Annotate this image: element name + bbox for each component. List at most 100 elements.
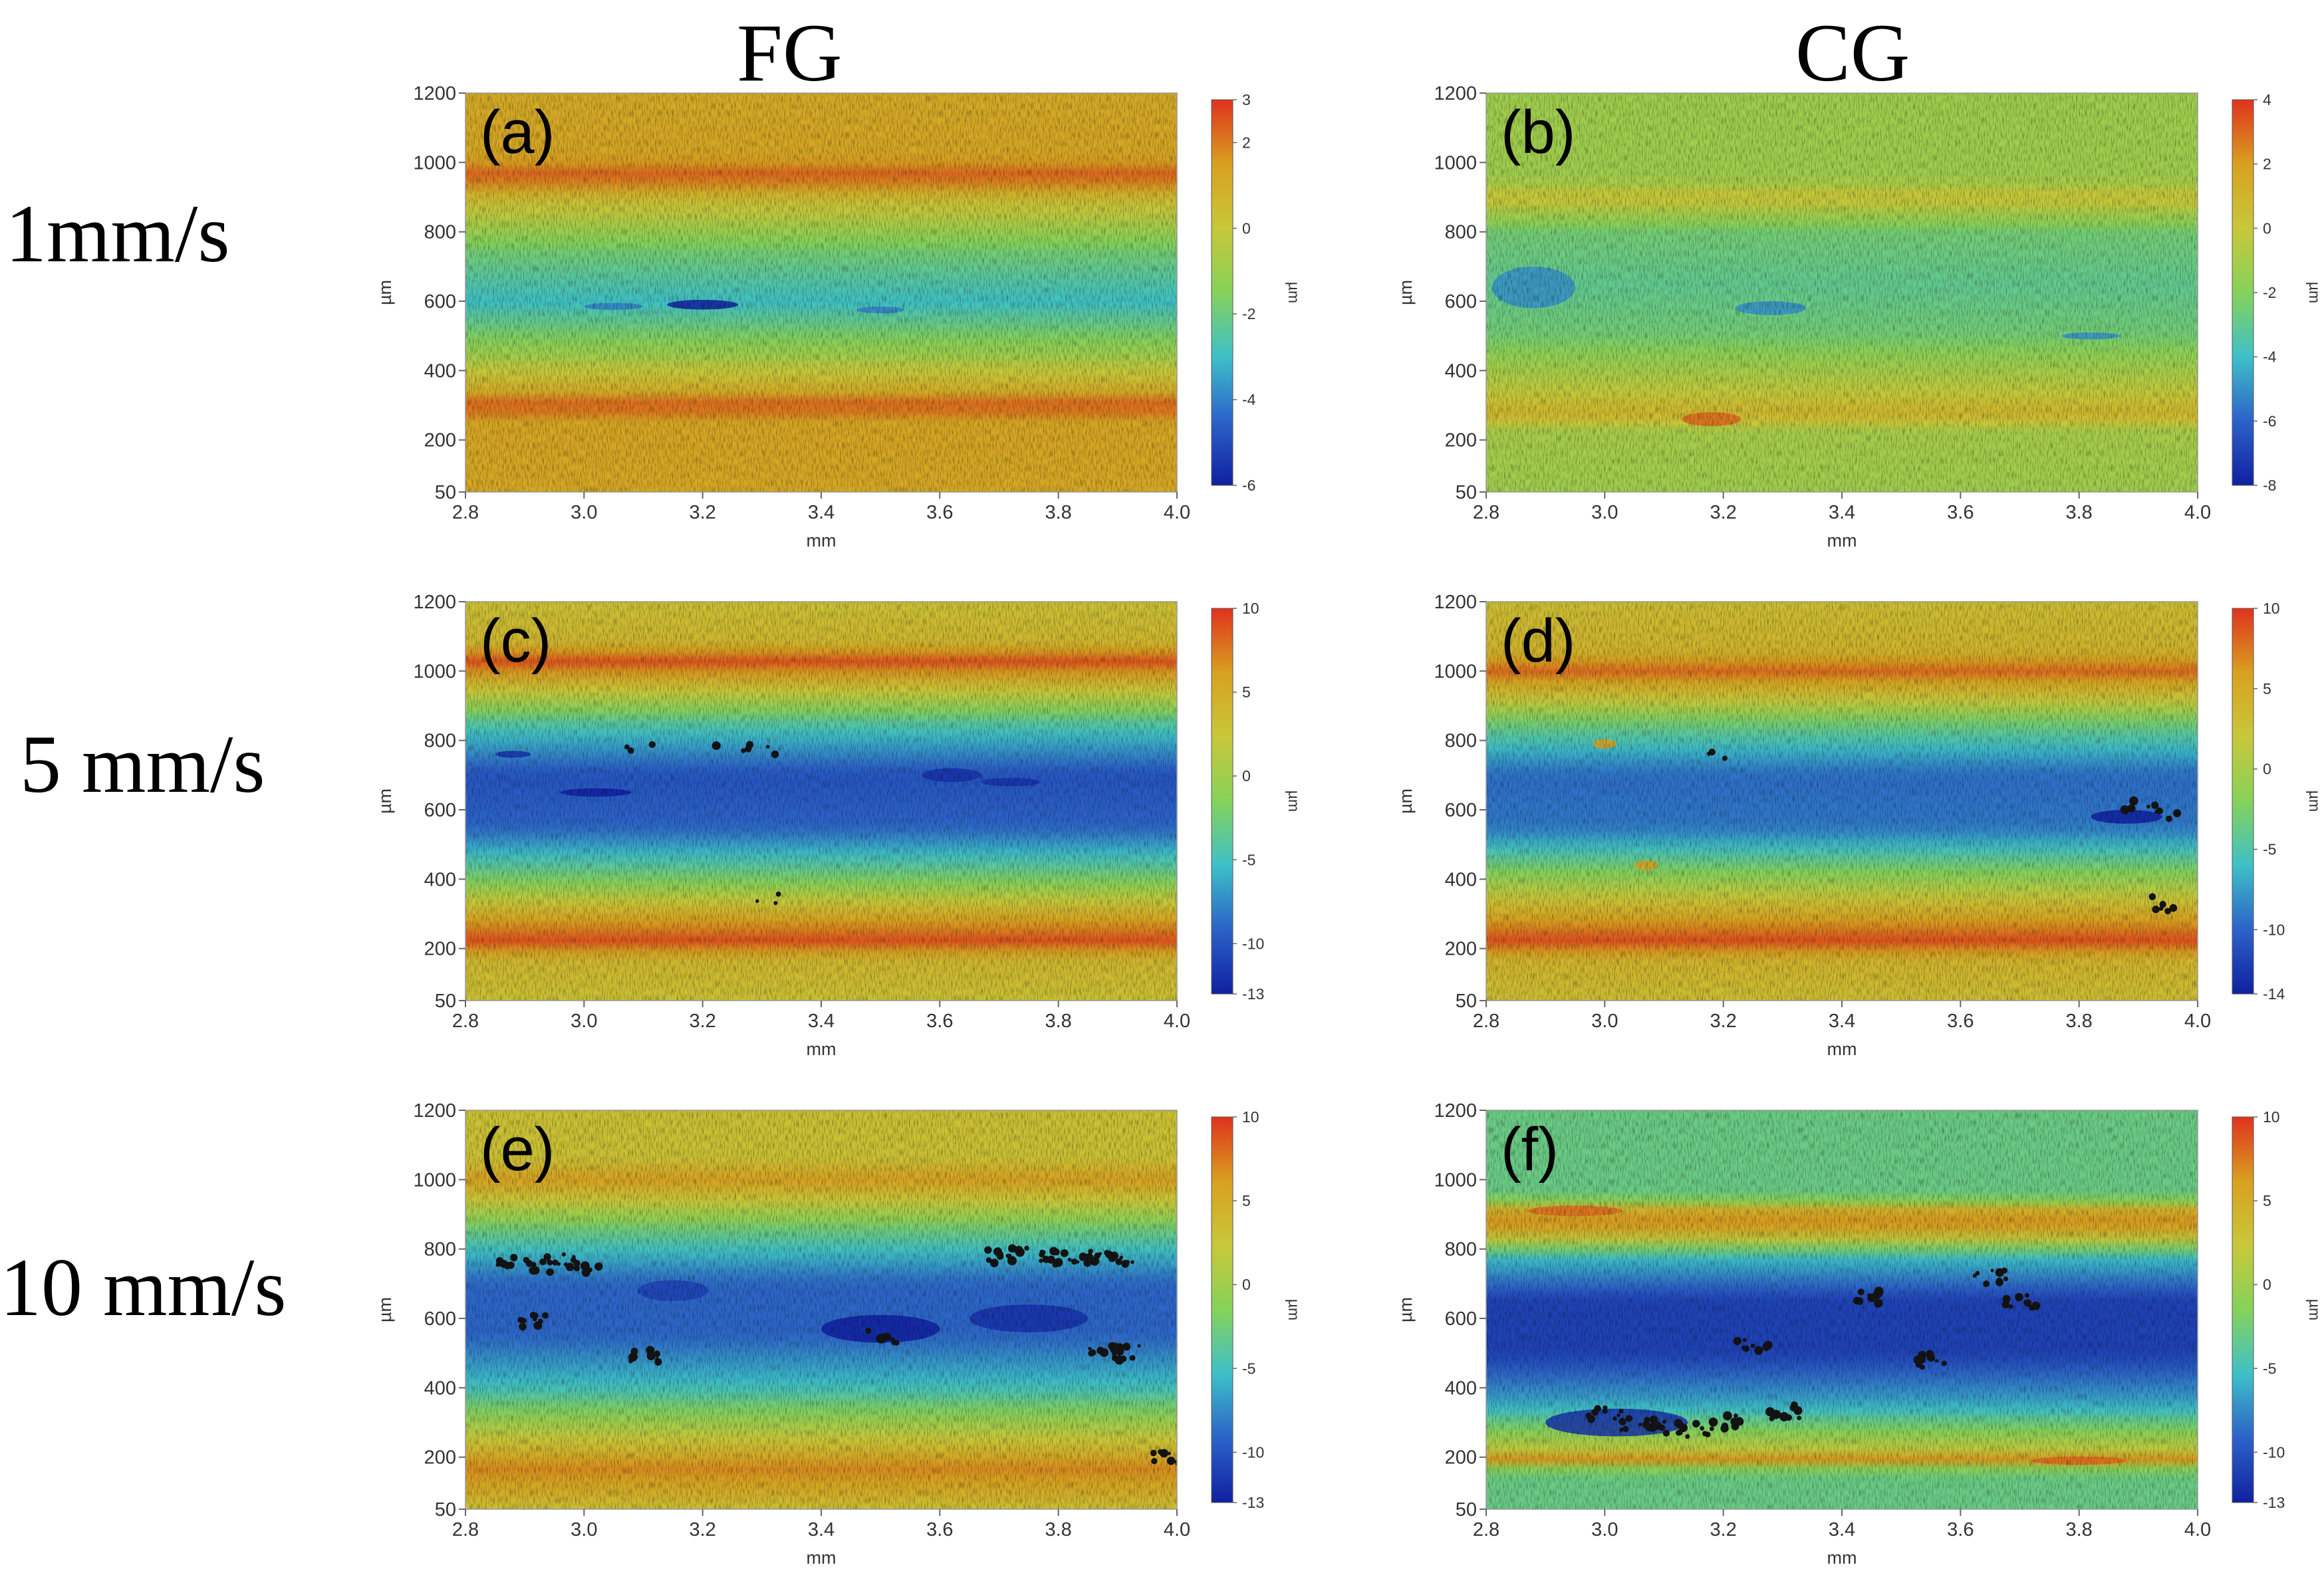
colorbar-tick-label: -10 [2263, 1443, 2285, 1461]
y-tick-label: 1000 [413, 152, 456, 174]
x-tick-label: 3.6 [1947, 1519, 1974, 1540]
x-axis-title: mm [807, 1039, 837, 1059]
colorbar-tick-label: 10 [2263, 1108, 2280, 1126]
y-tick-label: 1000 [1434, 661, 1477, 682]
x-tick-label: 3.6 [1947, 1011, 1974, 1032]
colorbar-tick-label: -2 [2263, 284, 2276, 301]
x-tick-label: 4.0 [1164, 1519, 1190, 1540]
x-tick-label: 3.4 [808, 1519, 835, 1540]
y-tick-label: 1000 [413, 661, 456, 682]
panel-e: 50 200 400 600 800 1000 1200 2.8 3.0 3.2 3.4 3.6 3.8… [359, 1090, 1370, 1576]
surface-texture [1486, 602, 2198, 1001]
colorbar-tick-label: 4 [2263, 91, 2271, 108]
y-tick-label: 200 [1445, 1447, 1477, 1469]
panel-f: 50 200 400 600 800 1000 1200 2.8 3.0 3.2 3.4 3.6 3.8… [1380, 1090, 2324, 1576]
x-tick-label: 4.0 [1164, 502, 1190, 523]
y-axis-title: µm [1396, 280, 1416, 305]
colorbar [2232, 99, 2254, 486]
colorbar-tick-label: -13 [1242, 1494, 1264, 1511]
x-tick-label: 2.8 [1473, 1519, 1499, 1540]
colorbar-tick-label: 10 [1242, 600, 1259, 617]
y-tick-label: 1200 [413, 83, 456, 104]
panel-c: 50 200 400 600 800 1000 1200 2.8 3.0 3.2 3.4 3.6 3.8… [359, 582, 1370, 1067]
y-tick-label: 50 [435, 991, 456, 1012]
y-tick-label: 1200 [1434, 1100, 1477, 1122]
y-tick-label: 50 [1456, 1499, 1477, 1520]
x-tick-label: 4.0 [2184, 502, 2211, 523]
x-tick-label: 3.2 [690, 1519, 716, 1540]
panel-label: (d) [1501, 607, 1575, 675]
x-tick-label: 3.8 [2066, 1011, 2093, 1032]
x-tick-label: 3.6 [926, 1011, 953, 1032]
y-tick-label: 1200 [413, 1100, 456, 1122]
colorbar [2232, 608, 2254, 995]
y-tick-label: 1000 [413, 1169, 456, 1191]
colorbar-unit-label: µm [1285, 1299, 1303, 1320]
colorbar [1211, 1116, 1233, 1503]
x-tick-label: 2.8 [1473, 1011, 1499, 1032]
x-axis-title: mm [807, 1548, 837, 1568]
x-axis-title: mm [1827, 531, 1857, 550]
colorbar [1211, 99, 1233, 486]
column-title-fg: FG [737, 7, 842, 98]
panel-label: (c) [480, 607, 551, 675]
colorbar-unit-label: µm [2306, 790, 2323, 812]
y-tick-label: 800 [1445, 731, 1477, 752]
x-tick-label: 3.0 [1591, 1519, 1618, 1540]
colorbar-tick-label: -6 [2263, 412, 2276, 429]
y-tick-label: 200 [1445, 430, 1477, 451]
column-title-cg: CG [1795, 7, 1910, 98]
y-tick-label: 600 [1445, 291, 1477, 312]
y-tick-label: 600 [424, 291, 456, 312]
colorbar-tick-label: -5 [1242, 851, 1255, 868]
x-tick-label: 3.4 [1829, 1011, 1855, 1032]
y-tick-label: 200 [424, 430, 456, 451]
panel-label: (e) [480, 1116, 555, 1183]
colorbar [2232, 1116, 2254, 1503]
row-label-5mm-s: 5 mm/s [20, 719, 265, 810]
x-tick-label: 3.2 [1710, 1011, 1737, 1032]
y-tick-label: 800 [1445, 1239, 1477, 1261]
y-tick-label: 50 [1456, 991, 1477, 1012]
colorbar-tick-label: 10 [2263, 600, 2280, 617]
surface-texture [465, 93, 1177, 492]
x-tick-label: 3.8 [2066, 502, 2093, 523]
y-tick-label: 800 [424, 1239, 456, 1261]
y-tick-label: 1200 [1434, 592, 1477, 613]
x-axis-title: mm [807, 531, 837, 550]
y-tick-label: 600 [1445, 1308, 1477, 1330]
panel-b: 50 200 400 600 800 1000 1200 2.8 3.0 3.2 3.4 3.6 3.8… [1380, 73, 2324, 558]
x-tick-label: 4.0 [2184, 1011, 2211, 1032]
colorbar-unit-label: µm [1285, 282, 1303, 303]
colorbar-tick-label: -6 [1242, 477, 1255, 494]
x-tick-label: 3.2 [690, 1011, 716, 1032]
x-tick-label: 3.6 [1947, 502, 1974, 523]
colorbar-tick-label: 5 [2263, 1192, 2271, 1209]
colorbar-tick-label: 0 [2263, 761, 2271, 778]
surface-texture [465, 1110, 1177, 1509]
panel-label: (f) [1501, 1116, 1559, 1183]
y-tick-label: 50 [435, 482, 456, 503]
colorbar-tick-label: -5 [2263, 841, 2276, 858]
colorbar [1211, 608, 1233, 995]
colorbar-tick-label: -13 [1242, 985, 1264, 1003]
x-tick-label: 3.0 [571, 1011, 597, 1032]
row-label-10mm-s: 10 mm/s [0, 1242, 287, 1333]
x-tick-label: 3.4 [1829, 502, 1855, 523]
x-axis-title: mm [1827, 1548, 1857, 1568]
colorbar-tick-label: 10 [1242, 1108, 1259, 1126]
x-tick-label: 3.8 [2066, 1519, 2093, 1540]
y-tick-label: 1000 [1434, 1169, 1477, 1191]
y-tick-label: 400 [424, 360, 456, 382]
y-tick-label: 1000 [1434, 152, 1477, 174]
panel-d: 50 200 400 600 800 1000 1200 2.8 3.0 3.2 3.4 3.6 3.8… [1380, 582, 2324, 1067]
colorbar-tick-label: 2 [1242, 134, 1251, 151]
y-tick-label: 200 [424, 939, 456, 960]
y-axis-title: µm [1396, 1297, 1416, 1322]
y-tick-label: 400 [1445, 1378, 1477, 1399]
surface-texture [1486, 1110, 2198, 1509]
x-tick-label: 3.8 [1045, 1519, 1072, 1540]
